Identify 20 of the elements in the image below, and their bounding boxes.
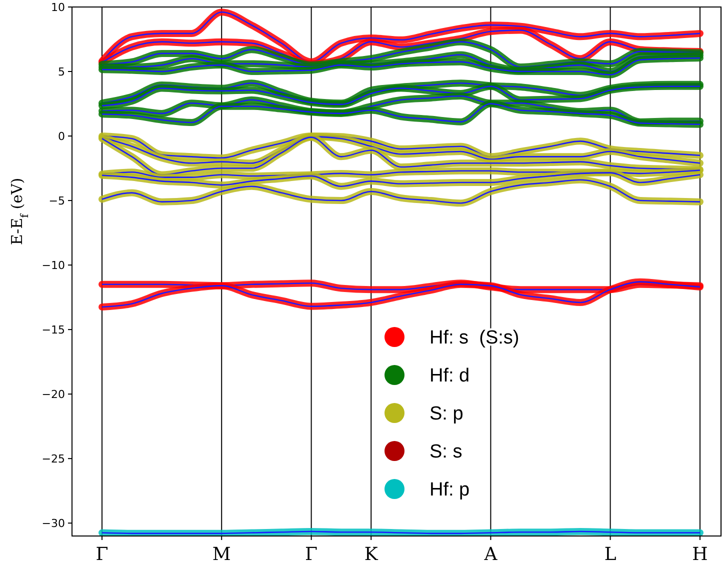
y-tick-label: 5 [58, 65, 65, 78]
legend-label: S: p [430, 404, 464, 425]
y-tick-label: 0 [58, 130, 65, 143]
x-tick-label: L [604, 544, 616, 565]
legend-label: Hf: p [430, 480, 470, 501]
y-tick-label: −25 [42, 452, 65, 466]
x-tick-label: A [483, 544, 498, 565]
x-tick-label: M [212, 544, 231, 565]
x-tick-label: Γ [305, 544, 318, 565]
legend-label: S: s [430, 442, 462, 463]
y-tick-label: −20 [42, 388, 65, 401]
y-tick-label: −30 [42, 516, 65, 530]
x-tick-label: K [364, 544, 378, 565]
x-tick-label: Γ [96, 544, 108, 565]
x-tick-label: H [692, 544, 708, 565]
y-tick-label: −10 [42, 258, 65, 272]
y-tick-label: −5 [48, 194, 65, 208]
legend-label: Hf: d [430, 366, 470, 387]
y-tick-label: 10 [51, 0, 65, 14]
y-tick-label: −15 [42, 323, 65, 336]
